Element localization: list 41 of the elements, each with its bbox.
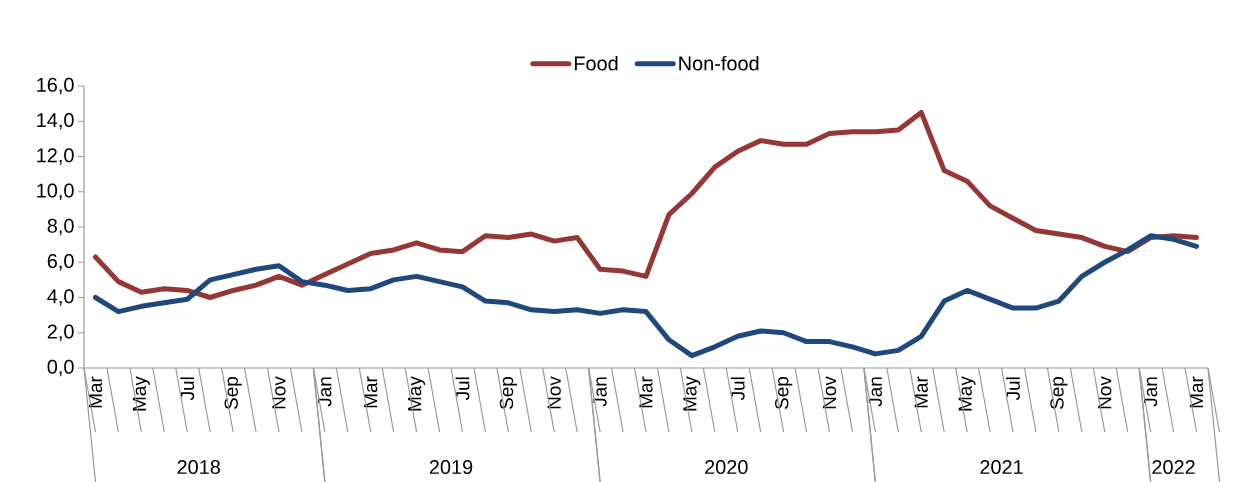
x-tick-label: Mar xyxy=(914,376,928,408)
x-tick-label: Mar xyxy=(88,376,103,408)
x-tick-label: Jul xyxy=(730,377,745,401)
y-tick-label: 2,0 xyxy=(47,324,74,341)
x-tick-label: Jan xyxy=(593,377,607,407)
x-tick-label: Jan xyxy=(318,377,332,407)
x-tick-label: Nov xyxy=(272,376,286,409)
x-tick-label: Sep xyxy=(224,377,242,410)
x-tick-label: Jan xyxy=(1144,377,1158,407)
x-tick-label: Sep xyxy=(1050,377,1068,410)
y-tick-label: 12,0 xyxy=(37,148,74,165)
legend-label: Food xyxy=(574,55,618,71)
x-tick-label: May xyxy=(408,376,426,411)
text: 2021 xyxy=(980,459,1023,475)
y-tick-label: 6,0 xyxy=(47,254,74,271)
y-tick-label: 4,0 xyxy=(47,289,74,306)
y-tick-label: 8,0 xyxy=(47,218,74,236)
x-tick-label: May xyxy=(683,376,701,411)
legend-label: Non-food xyxy=(679,55,759,71)
text: 2018 xyxy=(177,459,220,475)
x-tick-label: Mar xyxy=(364,376,378,408)
text: 2022 xyxy=(1152,459,1195,475)
x-tick-label: May xyxy=(132,376,150,411)
x-tick-label: Sep xyxy=(775,377,793,410)
y-tick-label: 16,0 xyxy=(37,77,74,95)
x-tick-label: Nov xyxy=(1098,376,1112,409)
y-tick-label: 10,0 xyxy=(37,183,74,200)
x-tick-label: Mar xyxy=(639,376,653,408)
text: 2020 xyxy=(705,459,748,475)
x-tick-label: Jul xyxy=(1006,377,1020,401)
y-tick-label: 0,0 xyxy=(47,359,74,377)
x-tick-label: Nov xyxy=(822,376,837,409)
x-tick-label: Jul xyxy=(455,377,470,401)
x-tick-label: Jul xyxy=(180,377,195,401)
text: 2019 xyxy=(429,459,473,475)
x-tick-label: Jan xyxy=(868,377,882,407)
x-tick-label: Sep xyxy=(499,377,517,410)
x-tick-label: Mar xyxy=(1189,376,1204,408)
x-tick-label: Nov xyxy=(547,376,561,409)
x-tick-label: May xyxy=(958,376,976,411)
y-tick-label: 14,0 xyxy=(37,113,74,130)
